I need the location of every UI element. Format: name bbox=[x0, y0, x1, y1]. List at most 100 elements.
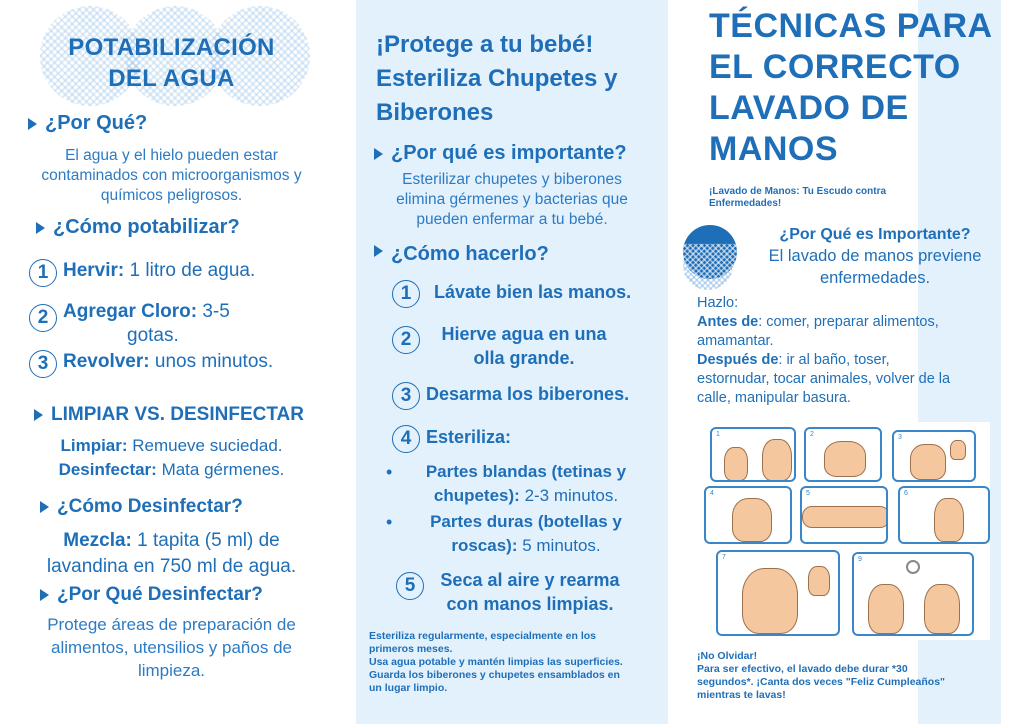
text-line: estornudar, tocar animales, volver de la bbox=[697, 371, 951, 387]
step-label: 1 bbox=[716, 431, 720, 438]
step-label: 3 bbox=[898, 434, 902, 441]
title-line: TÉCNICAS PARA bbox=[709, 7, 993, 45]
text-line: elimina gérmenes y bacterias que bbox=[396, 191, 628, 208]
como-desinfectar-text: Mezcla: 1 tapita (5 ml) de lavandina en … bbox=[0, 528, 343, 580]
title-line: Biberones bbox=[376, 99, 494, 126]
step-number-icon: 3 bbox=[392, 382, 420, 410]
bullet-text: Partes duras (botellas y roscas): 5 minu… bbox=[386, 510, 648, 558]
step-label: 9 bbox=[858, 556, 862, 563]
panel-title: ¡Protege a tu bebé! Esteriliza Chupetes … bbox=[376, 28, 617, 130]
hand-icon bbox=[802, 506, 886, 528]
title-line: LAVADO DE bbox=[709, 89, 909, 127]
triangle-bullet-icon bbox=[34, 409, 43, 421]
step-bold: Agregar Cloro: bbox=[63, 301, 198, 322]
bullet-bold: roscas): bbox=[451, 536, 518, 555]
text-line: Mezcla: 1 tapita (5 ml) de bbox=[0, 528, 343, 554]
step-line: olla grande. bbox=[473, 348, 575, 368]
bullet-item: • Partes duras (botellas y roscas): 5 mi… bbox=[386, 510, 666, 558]
text-line: calle, manipular basura. bbox=[697, 390, 851, 406]
note-line: Esteriliza regularmente, especialmente e… bbox=[369, 630, 597, 642]
step-item: 1 Lávate bien las manos. bbox=[392, 280, 631, 308]
note-line: mientras te lavas! bbox=[697, 689, 786, 701]
text-line: amamantar. bbox=[697, 333, 774, 349]
no-olvidar-note: ¡No Olvidar! Para ser efectivo, el lavad… bbox=[697, 650, 1007, 702]
note-line: primeros meses. bbox=[369, 643, 453, 655]
por-que-text: El agua y el hielo pueden estar contamin… bbox=[0, 146, 343, 206]
triangle-bullet-icon bbox=[374, 147, 383, 160]
term: Antes de bbox=[697, 314, 759, 330]
step-item: 3 Desarma los biberones. bbox=[392, 382, 629, 410]
hatch-decoration-icon bbox=[40, 6, 140, 106]
step-detail: gotas. bbox=[127, 325, 179, 346]
illustration-step-3: 3 bbox=[892, 430, 976, 482]
step-text: Esteriliza: bbox=[426, 427, 512, 447]
step-text: Agregar Cloro: 3-5 gotas. bbox=[63, 300, 230, 348]
text-line: El agua y el hielo pueden estar bbox=[65, 147, 278, 164]
hazlo-block: Hazlo: Antes de: comer, preparar aliment… bbox=[697, 294, 1017, 408]
antes-line: Antes de: comer, preparar alimentos, bbox=[697, 313, 1017, 332]
definition: : ir al baño, toser, bbox=[778, 352, 890, 368]
step-detail: unos minutos. bbox=[149, 351, 274, 372]
illustration-step-9: 9 bbox=[852, 552, 974, 636]
hatch-decoration-icon bbox=[125, 6, 225, 106]
bullet-bold: Partes duras (botellas y bbox=[430, 512, 622, 531]
step-number-icon: 2 bbox=[392, 326, 420, 354]
timer-icon bbox=[906, 560, 920, 574]
step-number-icon: 4 bbox=[392, 425, 420, 453]
definition: : comer, preparar alimentos, bbox=[758, 314, 939, 330]
step-label: 2 bbox=[810, 431, 814, 438]
hazlo-label: Hazlo: bbox=[697, 295, 739, 311]
triangle-bullet-icon bbox=[374, 244, 383, 257]
step-item: 1 Hervir: 1 litro de agua. bbox=[29, 259, 255, 287]
despues-line: Después de: ir al baño, toser, bbox=[697, 351, 1017, 370]
hand-icon bbox=[868, 584, 904, 634]
panel-lavado-manos: TÉCNICAS PARA EL CORRECTO LAVADO DE MANO… bbox=[668, 0, 1024, 724]
importante-text: Esterilizar chupetes y biberones elimina… bbox=[356, 170, 668, 230]
text-line: Protege áreas de preparación de bbox=[47, 615, 296, 634]
heading-text: ¿Por qué es importante? bbox=[391, 142, 627, 164]
limpiar-definitions: Limpiar: Remueve suciedad. Desinfectar: … bbox=[0, 434, 343, 482]
step-label: 5 bbox=[806, 490, 810, 497]
hand-icon bbox=[808, 566, 830, 596]
bullet-text: Partes blandas (tetinas y chupetes): 2-3… bbox=[386, 460, 648, 508]
importante-block: ¿Por Qué es Importante? El lavado de man… bbox=[730, 224, 1020, 289]
text-line: El lavado de manos previene bbox=[768, 247, 982, 265]
note-line: Para ser efectivo, el lavado debe durar … bbox=[697, 663, 908, 675]
hand-icon bbox=[950, 440, 966, 460]
step-text: Desarma los biberones. bbox=[426, 384, 630, 404]
section-heading-limpiar-vs-desinfectar: LIMPIAR VS. DESINFECTAR bbox=[34, 404, 304, 426]
heading-text: ¿Por Qué? bbox=[45, 112, 148, 134]
note-line: un lugar limpio. bbox=[369, 682, 448, 694]
handwashing-illustration: 1 2 3 4 5 6 7 9 bbox=[704, 422, 990, 640]
step-number-icon: 2 bbox=[29, 304, 57, 332]
bullet-bold: Partes blandas (tetinas y bbox=[425, 462, 627, 481]
step-number-icon: 1 bbox=[392, 280, 420, 308]
step-text: Lávate bien las manos. bbox=[434, 282, 632, 302]
text-line: químicos peligrosos. bbox=[100, 187, 243, 204]
step-item: 4 Esteriliza: bbox=[392, 425, 511, 453]
step-label: 7 bbox=[722, 554, 726, 561]
step-number-icon: 1 bbox=[29, 259, 57, 287]
step-line: Seca al aire y rearma bbox=[440, 570, 620, 590]
step-label: 4 bbox=[710, 490, 714, 497]
note-line: ¡No Olvidar! bbox=[697, 650, 758, 662]
hand-icon bbox=[762, 439, 792, 480]
bullet-bold: chupetes): bbox=[433, 486, 520, 505]
step-label: 6 bbox=[904, 490, 908, 497]
text-line: Esterilizar chupetes y biberones bbox=[402, 171, 622, 188]
step-bold: Hervir: bbox=[63, 260, 125, 281]
title-line: DEL AGUA bbox=[108, 65, 235, 92]
definition-line: Desinfectar: Mata gérmenes. bbox=[0, 458, 343, 482]
heading-text: ¿Por Qué Desinfectar? bbox=[57, 584, 263, 605]
step-text: Seca al aire y rearma con manos limpias. bbox=[430, 568, 630, 616]
section-heading-por-que-desinfectar: ¿Por Qué Desinfectar? bbox=[40, 584, 263, 606]
triangle-bullet-icon bbox=[36, 221, 45, 234]
title-line: Esteriliza Chupetes y bbox=[376, 65, 618, 92]
step-line: con manos limpias. bbox=[446, 594, 614, 614]
step-bold: Revolver: bbox=[63, 351, 150, 372]
step-detail: 1 litro de agua. bbox=[124, 260, 256, 281]
step-detail: 3-5 bbox=[197, 301, 230, 322]
term: Desinfectar: bbox=[58, 460, 157, 479]
heading-text: ¿Cómo Desinfectar? bbox=[57, 496, 243, 517]
hand-icon bbox=[732, 498, 772, 542]
